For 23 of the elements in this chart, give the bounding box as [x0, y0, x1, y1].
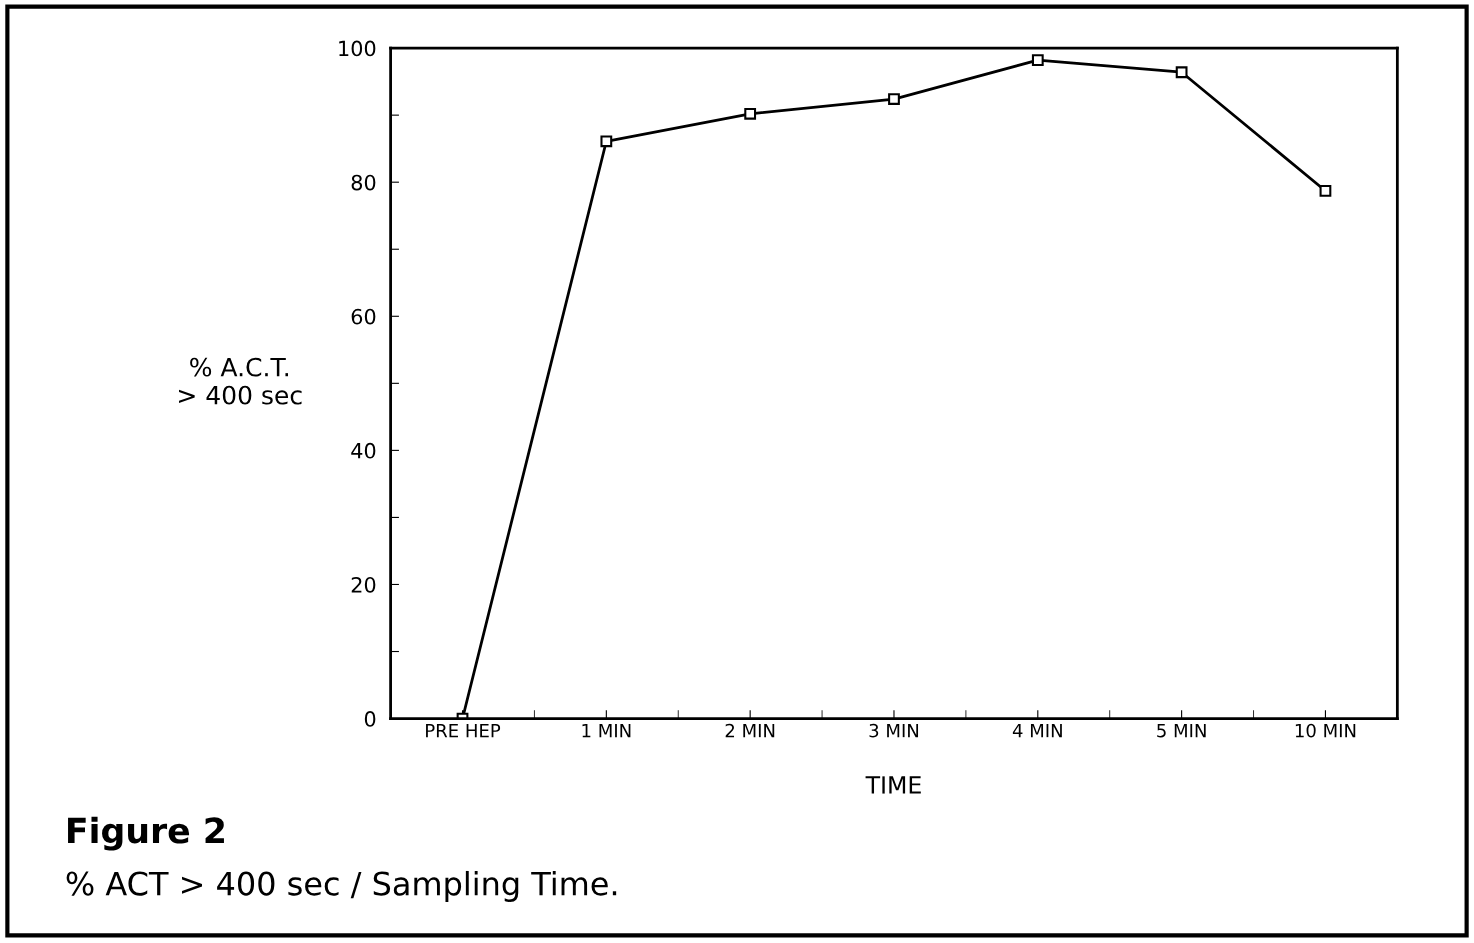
y-tick-label: 0 — [364, 711, 376, 727]
x-tick-label: 3 MIN — [869, 723, 919, 738]
y-axis-title: % A.C.T. > 400 sec — [179, 357, 302, 405]
x-tick-label: 2 MIN — [725, 723, 775, 738]
point — [744, 107, 757, 120]
y-tick-label: 100 — [339, 40, 376, 57]
x-tick-label: 1 MIN — [582, 723, 631, 738]
text: % ACT > 400 sec / Sampling Time. — [66, 870, 617, 902]
y-tick-label: 20 — [351, 576, 376, 593]
x-tick-label: 5 MIN — [1157, 723, 1206, 738]
x-tick-label: PRE HEP — [426, 723, 501, 738]
x-tick-label: 4 MIN — [1012, 723, 1062, 738]
y-tick-label: 40 — [351, 442, 376, 459]
x-axis-title: TIME — [865, 776, 921, 794]
y-tick-label: 60 — [351, 308, 376, 325]
text: Figure 2 — [68, 816, 224, 851]
point — [888, 93, 900, 105]
point — [1319, 185, 1332, 197]
point — [1175, 66, 1188, 79]
y-tick-label: 80 — [351, 174, 376, 191]
point — [600, 135, 613, 148]
x-tick-label: 10 MIN — [1295, 723, 1356, 738]
point — [1031, 54, 1044, 67]
